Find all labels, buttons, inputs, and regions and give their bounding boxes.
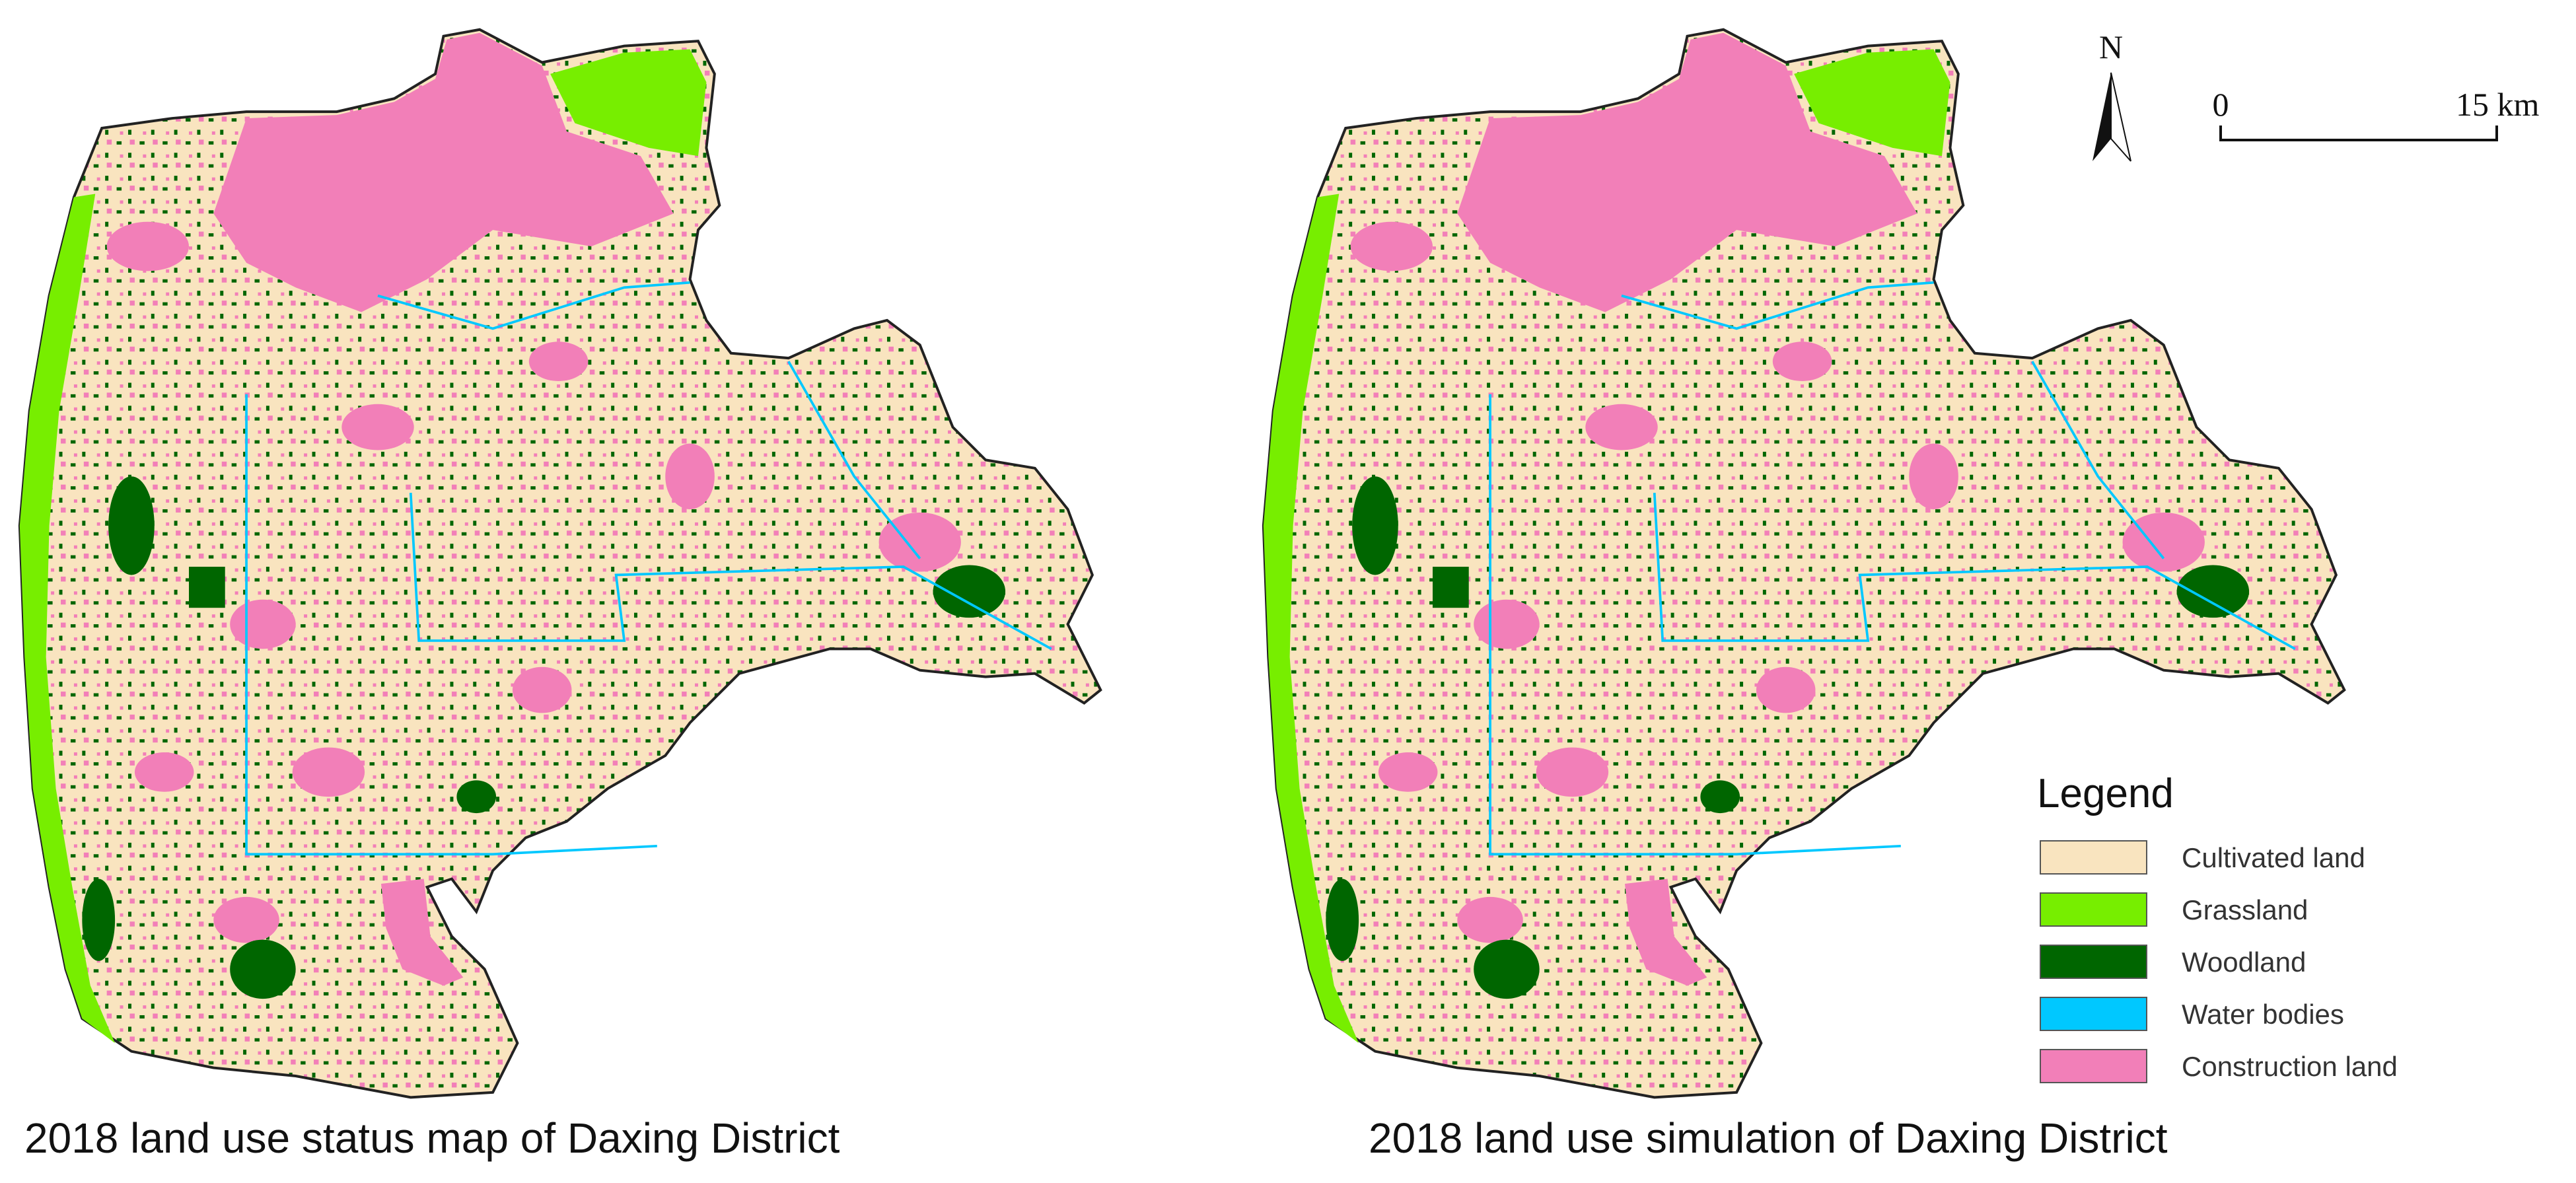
legend: Legend Cultivated land Grassland Woodland W… <box>2037 771 2398 1083</box>
legend-swatch <box>2040 1049 2147 1083</box>
arrow-dark <box>2093 73 2111 161</box>
scale-start: 0 <box>2213 86 2229 123</box>
map-instance <box>1262 28 2346 1099</box>
legend-label: Woodland <box>2182 947 2306 978</box>
status-map <box>18 28 1102 1099</box>
scale-end: 15 km <box>2456 86 2540 123</box>
legend-swatch <box>2040 840 2147 875</box>
arrow-light <box>2110 72 2131 162</box>
map-title: 2018 land use simulation of Daxing Distr… <box>1369 1114 2168 1162</box>
legend-label: Grassland <box>2182 894 2308 925</box>
legend-label: Construction land <box>2182 1051 2398 1082</box>
map-instance <box>18 28 1102 1099</box>
legend-swatch <box>2040 945 2147 979</box>
legend-swatch <box>2040 997 2147 1031</box>
north-label: N <box>2099 28 2123 65</box>
north-arrow: N <box>2093 28 2131 162</box>
map-title: 2018 land use status map of Daxing Distr… <box>24 1114 840 1162</box>
legend-label: Water bodies <box>2182 999 2344 1030</box>
legend-title: Legend <box>2037 771 2174 816</box>
scale-line <box>2219 125 2498 141</box>
legend-swatch <box>2040 892 2147 927</box>
scale-bar: 0 15 km <box>2213 86 2540 141</box>
simulation-map <box>1262 28 2346 1099</box>
legend-label: Cultivated land <box>2182 842 2365 873</box>
